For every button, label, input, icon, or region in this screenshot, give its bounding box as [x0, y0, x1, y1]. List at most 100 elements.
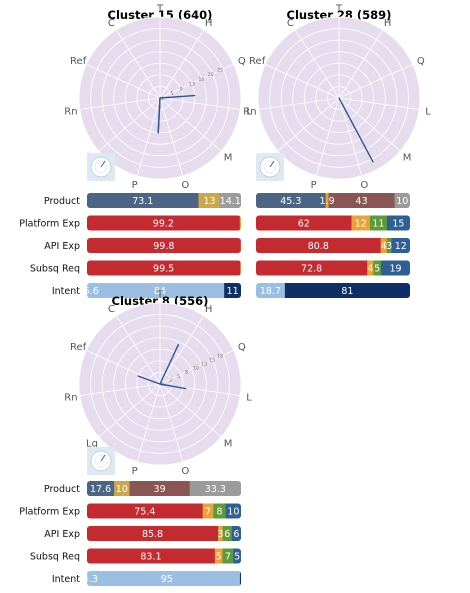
segment-label: 80.8 — [308, 241, 329, 252]
radar-ring-label: 5 — [177, 374, 180, 380]
radar-axis-label: L — [246, 392, 252, 403]
radar-spoke — [115, 315, 161, 385]
radar-axis-label: Rn — [243, 106, 256, 117]
segment-label: 15 — [392, 219, 404, 230]
segment-label: 11 — [372, 219, 384, 230]
radar-spoke — [159, 63, 234, 99]
thumbnail-gauge — [87, 447, 115, 475]
radar-axis-label: Rn — [64, 392, 77, 403]
segment-label: 3 — [217, 529, 223, 540]
stacked-bar: 99.2 — [87, 215, 241, 231]
radar-spoke — [136, 97, 161, 176]
radar-axis-label: T — [156, 4, 164, 15]
cluster-title: Cluster 15 (640) — [108, 8, 213, 22]
stacked-bar: 73.1 13 14.1 — [87, 193, 241, 208]
segment-label: 45.3 — [280, 196, 301, 207]
radar-axis-label: P — [132, 180, 138, 191]
bar-segment — [87, 260, 241, 276]
radar-spoke — [159, 383, 184, 462]
radar-needle — [159, 383, 187, 390]
thumbnail-needle — [100, 160, 106, 168]
radar-spoke — [277, 97, 340, 152]
radar-axis-label: T — [335, 4, 343, 15]
stacked-bar: 18.7 81 — [256, 283, 410, 298]
segment-label: 7 — [205, 507, 211, 518]
bar-segment — [351, 215, 371, 231]
cluster-panel: Cluster 28 (589)THQLMOPLgRnRefC45.31.943… — [243, 4, 431, 298]
segment-label: 72.8 — [301, 264, 322, 275]
thumbnail-gauge — [87, 153, 115, 181]
radar-spoke — [159, 97, 222, 152]
radar-axis-label: H — [205, 18, 213, 29]
bar-segment — [284, 283, 410, 298]
segment-label: 99.8 — [153, 241, 174, 252]
bar-segments — [256, 215, 410, 231]
stacked-bar: 4.3 95 — [83, 571, 241, 586]
segment-label: 73.1 — [132, 196, 153, 207]
segment-label: 43 — [356, 196, 368, 207]
bar-segment — [189, 481, 241, 496]
bar-segments — [87, 215, 241, 231]
radar-spoke — [338, 29, 384, 99]
bar-segments — [87, 526, 241, 541]
radar-axis-label: H — [205, 304, 213, 315]
bar-segment — [256, 260, 368, 276]
radar-ring-label: 18 — [217, 353, 223, 359]
bar-segment — [373, 260, 382, 276]
segment-label: 5 — [234, 552, 240, 563]
radar-spoke — [159, 349, 234, 385]
radar-spoke — [115, 29, 161, 99]
segment-label: 5.6 — [84, 286, 99, 297]
segment-label: 19 — [389, 264, 401, 275]
bar-segments — [256, 238, 410, 253]
bar-segments — [256, 283, 410, 298]
radar-spoke — [79, 97, 161, 110]
radar-axis-label: P — [311, 180, 317, 191]
bar-segment — [87, 238, 241, 253]
segment-label: 10 — [116, 484, 128, 495]
segment-label: 4 — [367, 264, 373, 275]
bar-segment — [222, 548, 234, 564]
radar-spoke — [98, 97, 161, 152]
radar-needle — [157, 97, 161, 134]
radar-axis-label: O — [181, 466, 189, 477]
radar-needle — [137, 375, 161, 385]
bar-segment — [87, 503, 203, 519]
thumbnail-needle — [269, 160, 275, 168]
radar-spoke — [98, 383, 161, 438]
bar-segment — [231, 526, 241, 541]
thumbnail-ring — [94, 160, 108, 174]
bar-segment — [95, 283, 225, 298]
radar-spoke — [159, 315, 205, 385]
segment-label: 84 — [154, 286, 166, 297]
row-label: API Exp — [44, 529, 80, 540]
bar-segments — [87, 193, 241, 208]
stacked-bar: 5.6 84 11 — [84, 283, 241, 298]
segment-label: 75.4 — [134, 507, 155, 518]
radar-ring-label: 13 — [201, 362, 207, 368]
bar-segment — [240, 260, 241, 276]
segment-label: 33.3 — [205, 484, 226, 495]
radar-spoke — [79, 383, 161, 396]
stacked-bar: 83.1 5 7 5 — [87, 548, 241, 564]
radar-ring-label: 20 — [208, 72, 214, 78]
bar-segment — [256, 215, 352, 231]
radar-axis-label: L — [246, 106, 252, 117]
stacked-bar: 45.3 1.9 43 10 — [256, 193, 410, 208]
bar-segments — [87, 481, 241, 496]
bar-segment — [87, 481, 115, 496]
bar-segment — [93, 571, 241, 586]
bar-segment — [386, 215, 410, 231]
segment-label: 5 — [216, 552, 222, 563]
radar-spoke — [294, 29, 340, 99]
segment-label: 6 — [224, 529, 230, 540]
radar-needle — [338, 97, 374, 163]
bar-segment — [380, 260, 410, 276]
stacked-bar: 99.5 — [87, 260, 241, 276]
segment-label: 83.1 — [140, 552, 161, 563]
radar-axis-label: C — [108, 18, 115, 29]
radar-needle — [159, 94, 196, 99]
segment-label: 99.2 — [153, 219, 174, 230]
bar-segment — [87, 571, 94, 586]
